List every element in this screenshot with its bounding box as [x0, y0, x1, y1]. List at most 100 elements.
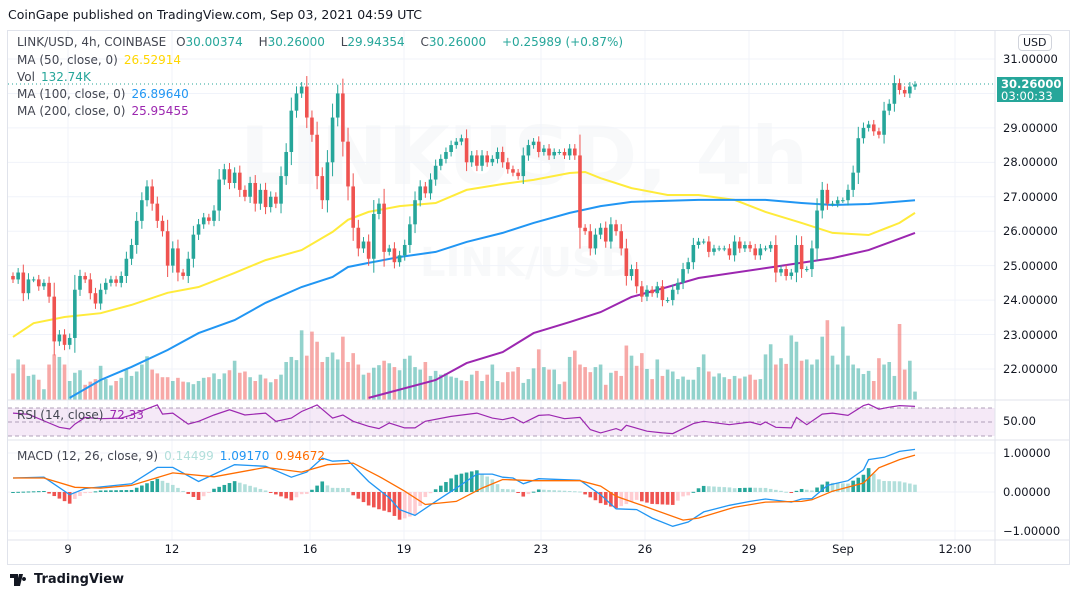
- volume-bar: [408, 355, 412, 400]
- volume-bar: [294, 360, 299, 400]
- volume-bar: [485, 374, 489, 400]
- macd-histogram-bar: [186, 492, 191, 494]
- macd-histogram-bar: [830, 482, 835, 492]
- volume-bar: [748, 374, 752, 400]
- candle: [294, 93, 299, 111]
- candle: [851, 172, 855, 190]
- volume-bar: [871, 381, 876, 400]
- candle: [155, 203, 160, 221]
- candle: [794, 244, 799, 273]
- candle: [36, 279, 41, 287]
- volume-bar: [516, 367, 520, 400]
- tradingview-logo[interactable]: TradingView: [10, 572, 124, 587]
- candle: [810, 248, 814, 270]
- volume-bar: [207, 377, 211, 400]
- macd-histogram-bar: [47, 492, 51, 494]
- volume-bar: [578, 364, 582, 400]
- volume-bar: [341, 336, 345, 400]
- macd-histogram-bar: [480, 473, 484, 492]
- candle: [727, 248, 732, 256]
- volume-bar: [57, 356, 62, 400]
- volume-bar: [490, 364, 495, 400]
- candle: [73, 289, 77, 338]
- macd-histogram-bar: [681, 492, 685, 497]
- macd-histogram-bar: [418, 492, 422, 506]
- ma100-legend[interactable]: MA (100, close, 0) 26.89640: [17, 87, 189, 101]
- macd-legend[interactable]: MACD (12, 26, close, 9) 0.14499 1.09170 0.9…: [17, 449, 325, 463]
- macd-histogram-bar: [676, 492, 680, 501]
- volume-bar: [624, 345, 629, 400]
- candle: [449, 145, 453, 152]
- macd-histogram-bar: [201, 492, 206, 497]
- candle: [557, 151, 562, 153]
- candle: [439, 158, 443, 166]
- candle: [428, 179, 433, 194]
- ma50-legend[interactable]: MA (50, close, 0) 26.52914: [17, 53, 182, 67]
- macd-histogram-bar: [346, 488, 350, 492]
- volume-bar: [789, 335, 794, 400]
- currency-button[interactable]: USD: [1018, 34, 1052, 51]
- candle: [681, 269, 685, 283]
- macd-histogram-bar: [335, 487, 340, 492]
- symbol-legend[interactable]: LINK/USD, 4h, COINBASE O30.00374 H30.260…: [17, 35, 629, 49]
- volume-bar: [433, 370, 438, 400]
- volume-bar: [444, 373, 448, 400]
- candle: [109, 279, 113, 283]
- volume-bar: [201, 377, 206, 400]
- candle: [289, 110, 294, 152]
- candle: [490, 158, 495, 163]
- volume-legend[interactable]: Vol 132.74K: [17, 70, 91, 84]
- volume-bar: [536, 349, 541, 400]
- macd-histogram-bar: [11, 492, 15, 493]
- volume-bar: [160, 377, 165, 400]
- volume-bar: [16, 359, 20, 400]
- volume-bar: [191, 384, 196, 400]
- macd-histogram-bar: [315, 485, 319, 492]
- candle: [676, 282, 680, 290]
- candle: [31, 279, 36, 281]
- candle: [866, 124, 871, 128]
- volume-bar: [83, 384, 87, 400]
- ohlc-low: L29.94354: [340, 35, 405, 49]
- macd-histogram-bar: [42, 490, 46, 492]
- ma200-legend[interactable]: MA (200, close, 0) 25.95455: [17, 104, 189, 118]
- candle: [119, 275, 124, 283]
- volume-bar: [701, 354, 706, 400]
- macd-histogram-bar: [109, 490, 113, 492]
- volume-bar: [588, 372, 593, 400]
- volume-bar: [475, 370, 479, 400]
- candle: [784, 269, 788, 276]
- volume-bar: [794, 341, 799, 400]
- volume-bar: [196, 381, 201, 400]
- price-tick: 22.00000: [1003, 361, 1058, 376]
- time-tick: 26: [637, 542, 653, 556]
- macd-histogram-bar: [640, 492, 644, 502]
- macd-histogram-bar: [526, 492, 531, 495]
- candle: [614, 224, 618, 232]
- macd-histogram-bar: [670, 492, 675, 505]
- macd-histogram-bar: [650, 492, 654, 504]
- macd-histogram-bar: [490, 479, 495, 492]
- volume-bar: [140, 364, 144, 400]
- macd-histogram-bar: [748, 487, 752, 492]
- macd-histogram-bar: [887, 481, 892, 492]
- macd-histogram-bar: [624, 492, 629, 505]
- candle: [217, 179, 221, 211]
- candle: [547, 148, 551, 156]
- candle: [753, 248, 758, 256]
- candle: [459, 138, 464, 142]
- candle: [103, 282, 108, 290]
- volume-bar: [258, 374, 263, 400]
- candle: [758, 248, 763, 256]
- macd-histogram-bar: [325, 485, 330, 492]
- candle: [825, 189, 830, 204]
- macd-tick: 0.00000: [1003, 485, 1051, 499]
- macd-histogram-bar: [356, 492, 361, 499]
- rsi-legend[interactable]: RSI (14, close) 72.33: [17, 408, 144, 422]
- volume-bar: [21, 364, 26, 400]
- macd-histogram-bar: [825, 481, 830, 492]
- volume-bar: [279, 374, 283, 400]
- moving-averages: [12, 170, 916, 399]
- candles: [11, 75, 917, 356]
